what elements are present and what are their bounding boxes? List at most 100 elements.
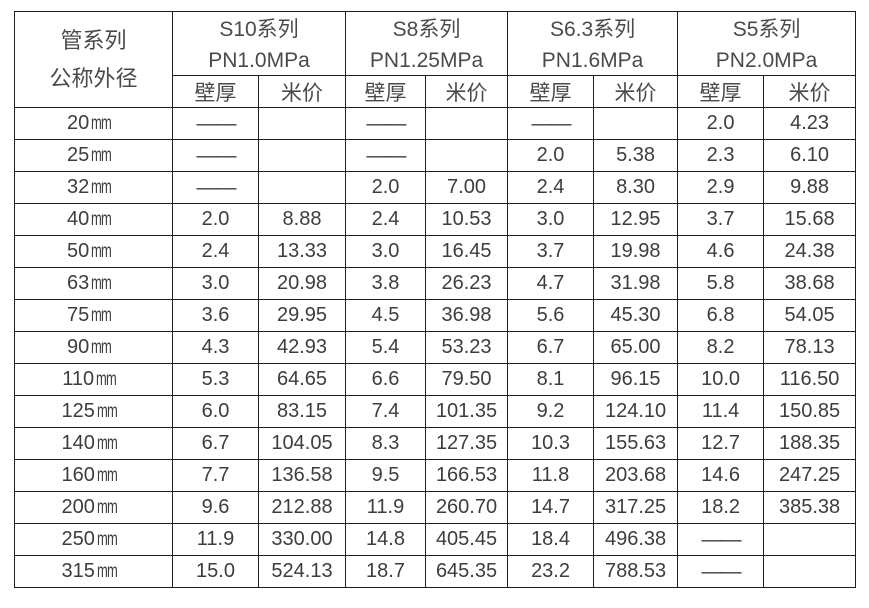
pipe-size-cell: 315 mm bbox=[14, 555, 173, 588]
pipe-size-value: 140 bbox=[61, 432, 95, 454]
value-cell: 260.70 bbox=[425, 491, 509, 524]
value-cell: 18.4 bbox=[507, 523, 595, 556]
table-row: 20 mm —— —— —— 2.0 4.23 bbox=[14, 107, 857, 140]
value-cell: 29.95 bbox=[257, 299, 347, 332]
value-cell: 3.8 bbox=[345, 267, 427, 300]
dash-placeholder: —— bbox=[366, 111, 407, 135]
value-cell: 4.5 bbox=[345, 299, 427, 332]
value-cell: 4.23 bbox=[763, 107, 857, 140]
table-row: 63 mm 3.0 20.98 3.8 26.23 4.7 31.98 5.8 38.68 bbox=[14, 267, 857, 300]
value-cell: 26.23 bbox=[425, 267, 509, 300]
table-row: 75 mm 3.6 29.95 4.5 36.98 5.6 45.30 6.8 54.05 bbox=[14, 299, 857, 332]
value-cell: 645.35 bbox=[425, 555, 509, 588]
table-row: 125 mm 6.0 83.15 7.4 101.35 9.2 124.10 11.4 150.8… bbox=[14, 395, 857, 428]
corner-header-cell: 管系列 公称外径 bbox=[14, 11, 173, 108]
value-cell: 3.0 bbox=[172, 267, 259, 300]
value-cell: 8.3 bbox=[345, 427, 427, 460]
value-cell: 79.50 bbox=[425, 363, 509, 396]
value-cell bbox=[763, 523, 857, 556]
series-name: S10系列 bbox=[219, 17, 299, 41]
value-cell: 3.7 bbox=[507, 235, 595, 268]
pipe-size-value: 75 bbox=[67, 304, 90, 326]
value-cell: 7.00 bbox=[425, 171, 509, 204]
value-cell: 405.45 bbox=[425, 523, 509, 556]
value-cell: 2.9 bbox=[677, 171, 765, 204]
pipe-size-value: 125 bbox=[61, 400, 95, 422]
value-cell: 14.8 bbox=[345, 523, 427, 556]
table-row: 250 mm 11.9 330.00 14.8 405.45 18.4 496.38 —— bbox=[14, 523, 857, 556]
value-cell: 317.25 bbox=[593, 491, 679, 524]
pipe-size-cell: 200 mm bbox=[14, 491, 173, 524]
dash-placeholder: —— bbox=[196, 143, 237, 167]
value-cell: 11.9 bbox=[345, 491, 427, 524]
value-cell: 5.4 bbox=[345, 331, 427, 364]
subheader-wall-thickness: 壁厚 bbox=[172, 75, 259, 108]
value-cell: 6.7 bbox=[172, 427, 259, 460]
value-cell: 2.0 bbox=[172, 203, 259, 236]
value-cell: 14.6 bbox=[677, 459, 765, 492]
pipe-size-value: 90 bbox=[67, 336, 90, 358]
subheader-wall-thickness: 壁厚 bbox=[507, 75, 595, 108]
value-cell: 36.98 bbox=[425, 299, 509, 332]
value-cell: 8.2 bbox=[677, 331, 765, 364]
pipe-size-value: 40 bbox=[67, 208, 90, 230]
value-cell: —— bbox=[345, 139, 427, 172]
value-cell: 3.0 bbox=[507, 203, 595, 236]
value-cell: 2.4 bbox=[507, 171, 595, 204]
pipe-size-cell: 25 mm bbox=[14, 139, 173, 172]
subheader-meter-price: 米价 bbox=[257, 75, 347, 108]
value-cell: —— bbox=[677, 523, 765, 556]
series-header-s6-3: S6.3系列 PN1.6MPa bbox=[507, 11, 679, 76]
value-cell: 15.68 bbox=[763, 203, 857, 236]
dash-placeholder: —— bbox=[196, 175, 237, 199]
value-cell: 12.95 bbox=[593, 203, 679, 236]
table-row: 25 mm —— —— 2.0 5.38 2.3 6.10 bbox=[14, 139, 857, 172]
pipe-size-cell: 110 mm bbox=[14, 363, 173, 396]
value-cell: 127.35 bbox=[425, 427, 509, 460]
value-cell: 65.00 bbox=[593, 331, 679, 364]
value-cell: 8.30 bbox=[593, 171, 679, 204]
value-cell bbox=[257, 171, 347, 204]
value-cell: 166.53 bbox=[425, 459, 509, 492]
pipe-size-value: 32 bbox=[67, 176, 90, 198]
value-cell: 14.7 bbox=[507, 491, 595, 524]
value-cell: 2.0 bbox=[507, 139, 595, 172]
value-cell: 13.33 bbox=[257, 235, 347, 268]
value-cell: 6.6 bbox=[345, 363, 427, 396]
table-row: 90 mm 4.3 42.93 5.4 53.23 6.7 65.00 8.2 78.13 bbox=[14, 331, 857, 364]
pipe-size-unit: mm bbox=[96, 529, 118, 550]
pipe-size-unit: mm bbox=[96, 561, 118, 582]
pipe-size-unit: mm bbox=[91, 113, 112, 134]
pipe-size-cell: 50 mm bbox=[14, 235, 173, 268]
value-cell: 5.8 bbox=[677, 267, 765, 300]
value-cell: 524.13 bbox=[257, 555, 347, 588]
value-cell: 9.88 bbox=[763, 171, 857, 204]
pipe-size-cell: 125 mm bbox=[14, 395, 173, 428]
pipe-size-value: 20 bbox=[67, 112, 90, 134]
value-cell: 7.7 bbox=[172, 459, 259, 492]
table-header: 管系列 公称外径 S10系列 PN1.0MPa S8系列 PN1.25MPa S… bbox=[14, 11, 857, 108]
value-cell: 8.1 bbox=[507, 363, 595, 396]
value-cell: 20.98 bbox=[257, 267, 347, 300]
dash-placeholder: —— bbox=[366, 143, 407, 167]
value-cell: 5.6 bbox=[507, 299, 595, 332]
pipe-size-value: 110 bbox=[62, 368, 95, 390]
value-cell: 9.6 bbox=[172, 491, 259, 524]
pipe-size-value: 250 bbox=[61, 528, 95, 550]
table-row: 140 mm 6.7 104.05 8.3 127.35 10.3 155.63 12.7 188… bbox=[14, 427, 857, 460]
value-cell: 64.65 bbox=[257, 363, 347, 396]
value-cell: 5.38 bbox=[593, 139, 679, 172]
value-cell: 496.38 bbox=[593, 523, 679, 556]
value-cell: 10.0 bbox=[677, 363, 765, 396]
value-cell: 4.7 bbox=[507, 267, 595, 300]
value-cell: —— bbox=[677, 555, 765, 588]
value-cell: 104.05 bbox=[257, 427, 347, 460]
pipe-size-unit: mm bbox=[91, 273, 112, 294]
value-cell: 11.8 bbox=[507, 459, 595, 492]
value-cell: 2.0 bbox=[345, 171, 427, 204]
value-cell: 124.10 bbox=[593, 395, 679, 428]
pipe-size-value: 25 bbox=[67, 144, 90, 166]
value-cell: 155.63 bbox=[593, 427, 679, 460]
series-header-s8: S8系列 PN1.25MPa bbox=[345, 11, 509, 76]
